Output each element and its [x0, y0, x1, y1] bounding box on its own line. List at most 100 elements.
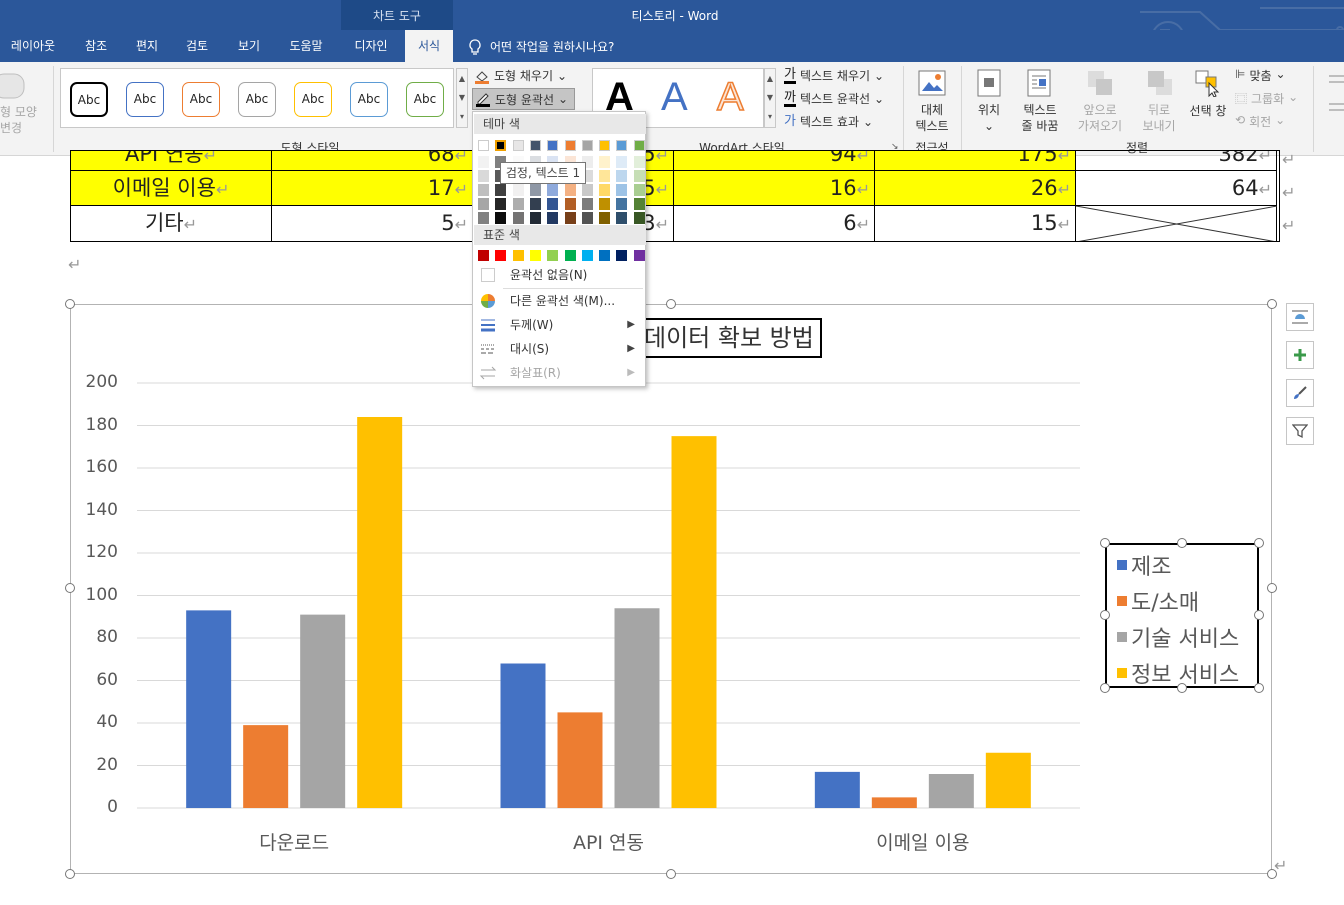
- change-shape-label-2[interactable]: 변경: [0, 121, 23, 135]
- table-cell[interactable]: 이메일 이용↵: [71, 171, 272, 206]
- color-swatch[interactable]: [616, 184, 628, 196]
- color-swatch[interactable]: [616, 140, 628, 151]
- chart-styles-button[interactable]: [1286, 379, 1314, 407]
- standard-color-swatch[interactable]: [616, 250, 628, 261]
- bar[interactable]: [186, 610, 232, 808]
- shape-style-orange[interactable]: Abc: [182, 82, 220, 117]
- standard-color-swatch[interactable]: [547, 250, 559, 261]
- standard-color-swatch[interactable]: [529, 250, 541, 261]
- resize-handle[interactable]: [666, 869, 676, 879]
- color-swatch[interactable]: [633, 156, 645, 168]
- chart-legend[interactable]: 제조 도/소매 기술 서비스 정보 서비스: [1105, 543, 1259, 688]
- selection-pane-button[interactable]: 선택 창: [1189, 104, 1227, 118]
- table-cell[interactable]: 17↵: [272, 171, 473, 206]
- legend-handle[interactable]: [1100, 538, 1110, 548]
- bar[interactable]: [928, 774, 974, 808]
- color-swatch[interactable]: [581, 140, 593, 151]
- chart-filters-button[interactable]: [1286, 417, 1314, 445]
- color-swatch[interactable]: [495, 198, 507, 210]
- color-swatch[interactable]: [529, 184, 541, 196]
- legend-handle[interactable]: [1100, 683, 1110, 693]
- table-cell[interactable]: 기타↵: [71, 206, 272, 241]
- expand-gallery-icon[interactable]: ▾: [767, 112, 772, 121]
- bar[interactable]: [614, 608, 660, 808]
- color-swatch[interactable]: [581, 170, 593, 182]
- color-swatch[interactable]: [616, 156, 628, 168]
- send-backward-button[interactable]: 뒤로 보내기: [1130, 102, 1188, 134]
- color-swatch[interactable]: [529, 198, 541, 210]
- resize-handle[interactable]: [65, 583, 75, 593]
- style-gallery-scrollbar[interactable]: ▲ ▼ ▾: [456, 68, 468, 128]
- resize-handle[interactable]: [65, 869, 75, 879]
- shape-style-gold[interactable]: Abc: [294, 82, 332, 117]
- bar[interactable]: [357, 417, 403, 808]
- color-swatch[interactable]: [564, 184, 576, 196]
- group-button[interactable]: ⿴ 그룹화 ⌄: [1235, 90, 1299, 106]
- color-swatch[interactable]: [633, 184, 645, 196]
- color-swatch[interactable]: [495, 184, 507, 196]
- resize-handle[interactable]: [65, 299, 75, 309]
- bar[interactable]: [671, 436, 717, 808]
- color-swatch[interactable]: [495, 212, 507, 224]
- color-swatch[interactable]: [581, 198, 593, 210]
- color-swatch[interactable]: [599, 170, 611, 182]
- shape-fill-button[interactable]: 도형 채우기 ⌄: [474, 67, 567, 84]
- scroll-down-icon[interactable]: ▼: [766, 93, 774, 102]
- standard-color-swatch[interactable]: [512, 250, 524, 261]
- legend-handle[interactable]: [1254, 610, 1264, 620]
- color-swatch[interactable]: [564, 212, 576, 224]
- color-swatch[interactable]: [512, 140, 524, 151]
- color-swatch[interactable]: [599, 156, 611, 168]
- shape-style-green[interactable]: Abc: [406, 82, 444, 117]
- dashes-item[interactable]: 대시(S) ▶: [473, 338, 645, 360]
- color-swatch[interactable]: [512, 198, 524, 210]
- color-swatch[interactable]: [478, 140, 489, 151]
- color-swatch[interactable]: [512, 212, 524, 224]
- tab-help[interactable]: 도움말: [289, 39, 323, 53]
- text-effects-button[interactable]: 가 텍스트 효과 ⌄: [784, 114, 874, 130]
- tab-layout[interactable]: 레이아웃: [10, 39, 56, 53]
- selected-color-swatch[interactable]: [495, 140, 507, 151]
- standard-color-swatch[interactable]: [633, 250, 645, 261]
- standard-color-swatch[interactable]: [581, 250, 593, 261]
- legend-handle[interactable]: [1254, 538, 1264, 548]
- table-cell[interactable]: 15↵: [875, 206, 1076, 241]
- scroll-down-icon[interactable]: ▼: [458, 93, 466, 102]
- color-swatch[interactable]: [633, 212, 645, 224]
- bring-forward-button[interactable]: 앞으로 가져오기: [1068, 102, 1132, 134]
- color-swatch[interactable]: [564, 198, 576, 210]
- color-swatch[interactable]: [478, 170, 489, 182]
- resize-handle[interactable]: [1267, 583, 1277, 593]
- color-swatch[interactable]: [599, 198, 611, 210]
- color-swatch[interactable]: [581, 156, 593, 168]
- change-shape-label-1[interactable]: 형 모양: [0, 105, 37, 119]
- color-swatch[interactable]: [581, 184, 593, 196]
- wordart-gallery-scrollbar[interactable]: ▲ ▼ ▾: [764, 68, 776, 128]
- color-swatch[interactable]: [616, 198, 628, 210]
- standard-color-swatch[interactable]: [564, 250, 576, 261]
- tab-view[interactable]: 보기: [237, 39, 261, 53]
- color-swatch[interactable]: [616, 170, 628, 182]
- color-swatch[interactable]: [633, 170, 645, 182]
- legend-item[interactable]: 도/소매: [1117, 585, 1199, 617]
- bar[interactable]: [300, 614, 346, 808]
- scroll-up-icon[interactable]: ▲: [766, 74, 774, 83]
- wordart-blue[interactable]: A: [661, 75, 688, 119]
- color-swatch[interactable]: [633, 198, 645, 210]
- resize-handle[interactable]: [666, 299, 676, 309]
- tab-review[interactable]: 검토: [185, 39, 209, 53]
- shape-style-gray[interactable]: Abc: [238, 82, 276, 117]
- color-swatch[interactable]: [478, 198, 489, 210]
- arrows-item[interactable]: 화살표(R) ▶: [473, 362, 645, 384]
- legend-handle[interactable]: [1254, 683, 1264, 693]
- table-cell-diagonal[interactable]: [1076, 206, 1277, 241]
- more-outline-colors-item[interactable]: 다른 윤곽선 색(M)...: [473, 290, 645, 312]
- tab-design[interactable]: 디자인: [354, 39, 388, 53]
- standard-color-swatch[interactable]: [478, 250, 489, 261]
- resize-handle[interactable]: [1267, 869, 1277, 879]
- color-swatch[interactable]: [512, 184, 524, 196]
- color-swatch[interactable]: [478, 156, 489, 168]
- position-button[interactable]: 위치 ⌄: [962, 102, 1016, 134]
- dialog-launcher-icon[interactable]: ↘: [891, 142, 899, 152]
- wrap-text-button[interactable]: 텍스트 줄 바꿈: [1010, 102, 1070, 134]
